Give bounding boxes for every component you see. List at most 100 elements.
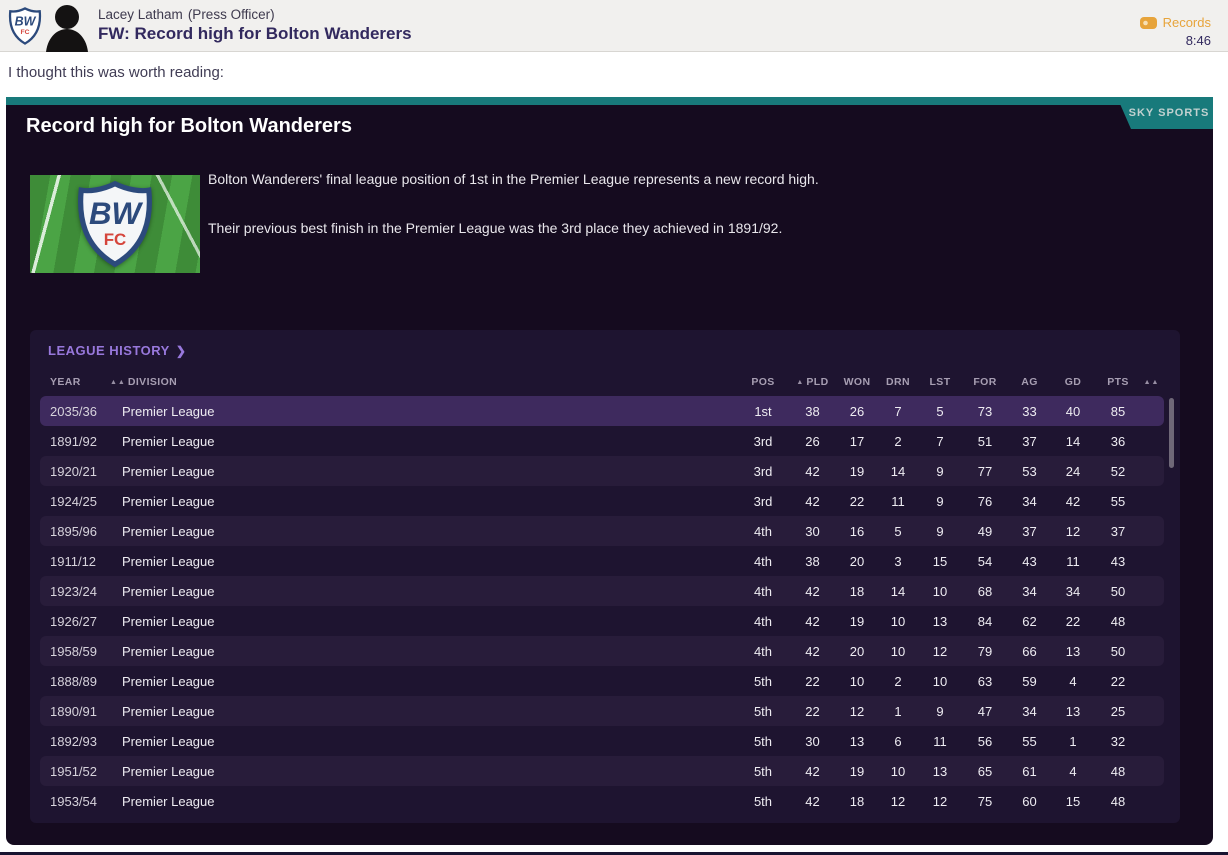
cell-won: 20 <box>849 643 865 659</box>
cell-won: 26 <box>849 403 865 419</box>
cell-drn: 11 <box>891 493 905 509</box>
cell-lst: 15 <box>932 553 948 569</box>
cell-year: 2035/36 <box>50 403 97 419</box>
column-header-gd[interactable]: GD <box>1051 376 1095 388</box>
cell-lst: 10 <box>932 673 948 689</box>
cell-pld: 30 <box>805 733 820 749</box>
cell-for: 73 <box>977 403 993 419</box>
cell-year: 1958/59 <box>50 643 97 659</box>
table-row[interactable]: 1890/91 Premier League 5th 22 12 1 9 47 34 13 25 <box>40 696 1164 726</box>
column-header-sort[interactable]: ▲▲ <box>1141 376 1164 388</box>
cell-drn: 10 <box>890 613 906 629</box>
column-header-pos[interactable]: POS <box>737 376 789 388</box>
cell-lst: 9 <box>936 463 944 479</box>
records-link[interactable]: Records <box>1139 15 1211 30</box>
column-header-ag[interactable]: AG <box>1008 376 1051 388</box>
column-header-division[interactable]: ▲▲ DIVISION <box>110 376 737 388</box>
cell-ag: 62 <box>1022 613 1037 629</box>
column-header-label: AG <box>1021 376 1038 388</box>
panel-accent-bar <box>6 97 1213 105</box>
sort-asc-icon: ▲▲ <box>110 379 126 386</box>
cell-gd: 24 <box>1065 463 1081 479</box>
column-header-pts[interactable]: PTS <box>1095 376 1141 388</box>
chevron-right-icon: ❯ <box>175 343 187 358</box>
cell-pos: 3rd <box>753 463 773 479</box>
cell-for: 56 <box>977 733 993 749</box>
column-header-drn[interactable]: DRN <box>878 376 918 388</box>
cell-gd: 1 <box>1069 733 1077 749</box>
cell-gd: 15 <box>1065 793 1081 809</box>
column-header-won[interactable]: WON <box>836 376 878 388</box>
cell-won: 10 <box>849 673 865 689</box>
column-header-pld[interactable]: ▲ PLD <box>789 376 836 388</box>
cell-year: 1891/92 <box>50 433 97 449</box>
cell-ag: 61 <box>1022 763 1037 779</box>
cell-pts: 32 <box>1110 733 1126 749</box>
cell-lst: 5 <box>936 403 944 419</box>
cell-gd: 4 <box>1069 673 1077 689</box>
column-header-for[interactable]: FOR <box>962 376 1008 388</box>
cell-gd: 42 <box>1065 493 1081 509</box>
table-scrollbar[interactable] <box>1169 398 1174 468</box>
cell-won: 16 <box>849 523 865 539</box>
table-row[interactable]: 1892/93 Premier League 5th 30 13 6 11 56 55 1 32 <box>40 726 1164 756</box>
cell-ag: 43 <box>1022 553 1037 569</box>
table-row[interactable]: 1958/59 Premier League 4th 42 20 10 12 79 66 13 50 <box>40 636 1164 666</box>
league-history-label: LEAGUE HISTORY <box>48 343 170 358</box>
cell-gd: 22 <box>1065 613 1081 629</box>
table-row[interactable]: 1895/96 Premier League 4th 30 16 5 9 49 37 12 37 <box>40 516 1164 546</box>
table-row[interactable]: 1923/24 Premier League 4th 42 18 14 10 68 34 34 50 <box>40 576 1164 606</box>
cell-ag: 59 <box>1022 673 1037 689</box>
cell-year: 1911/12 <box>50 553 97 569</box>
cell-for: 68 <box>977 583 993 599</box>
cell-pos: 1st <box>754 403 772 419</box>
table-row[interactable]: 1924/25 Premier League 3rd 42 22 11 9 76 34 42 55 <box>40 486 1164 516</box>
cell-division: Premier League <box>122 673 215 689</box>
cell-pld: 42 <box>805 613 820 629</box>
cell-gd: 13 <box>1065 703 1081 719</box>
table-row[interactable]: 1911/12 Premier League 4th 38 20 3 15 54 43 11 43 <box>40 546 1164 576</box>
table-row[interactable]: 1951/52 Premier League 5th 42 19 10 13 65 61 4 48 <box>40 756 1164 786</box>
table-row[interactable]: 1920/21 Premier League 3rd 42 19 14 9 77 53 24 52 <box>40 456 1164 486</box>
article-headline: Record high for Bolton Wanderers <box>26 115 352 137</box>
cell-pts: 25 <box>1110 703 1126 719</box>
cell-pos: 3rd <box>753 433 773 449</box>
cell-gd: 14 <box>1065 433 1081 449</box>
cell-pos: 5th <box>753 673 773 689</box>
table-row[interactable]: 1891/92 Premier League 3rd 26 17 2 7 51 37 14 36 <box>40 426 1164 456</box>
cell-for: 49 <box>977 523 993 539</box>
table-row[interactable]: 1926/27 Premier League 4th 42 19 10 13 84 62 22 48 <box>40 606 1164 636</box>
cell-pos: 4th <box>753 643 773 659</box>
cell-pld: 30 <box>805 523 820 539</box>
cell-division: Premier League <box>122 613 215 629</box>
cell-pld: 42 <box>805 643 820 659</box>
table-row[interactable]: 1888/89 Premier League 5th 22 10 2 10 63 59 4 22 <box>40 666 1164 696</box>
cell-for: 51 <box>977 433 993 449</box>
cell-ag: 34 <box>1022 493 1037 509</box>
cell-division: Premier League <box>122 763 215 779</box>
cell-for: 75 <box>977 793 993 809</box>
cell-won: 17 <box>849 433 865 449</box>
column-header-label: GD <box>1064 376 1082 388</box>
cell-lst: 7 <box>936 433 944 449</box>
cell-drn: 2 <box>894 673 902 689</box>
sender-block: Lacey Latham (Press Officer) FW: Record h… <box>98 7 412 44</box>
cell-ag: 37 <box>1022 523 1037 539</box>
table-row[interactable]: 1953/54 Premier League 5th 42 18 12 12 75 60 15 48 <box>40 786 1164 816</box>
cell-lst: 9 <box>936 523 944 539</box>
column-header-lst[interactable]: LST <box>918 376 962 388</box>
column-header-label: DIVISION <box>127 376 178 388</box>
article-image: BW FC <box>30 175 200 273</box>
message-header-bar: BW FC Lacey Latham (Press Officer) FW: Re… <box>0 0 1228 52</box>
league-history-title[interactable]: LEAGUE HISTORY ❯ <box>48 343 186 358</box>
cell-division: Premier League <box>122 703 215 719</box>
cell-drn: 12 <box>890 793 906 809</box>
table-header-row: YEAR ▲▲ DIVISION POS ▲ PLD WON DRN LST FOR AG GD PTS… <box>40 372 1164 392</box>
cell-pts: 48 <box>1110 613 1126 629</box>
cell-pld: 42 <box>805 493 820 509</box>
column-header-year[interactable]: YEAR <box>40 376 110 388</box>
cell-division: Premier League <box>122 433 215 449</box>
table-row[interactable]: 2035/36 Premier League 1st 38 26 7 5 73 33 40 85 <box>40 396 1164 426</box>
cell-ag: 55 <box>1022 733 1037 749</box>
cell-year: 1923/24 <box>50 583 97 599</box>
